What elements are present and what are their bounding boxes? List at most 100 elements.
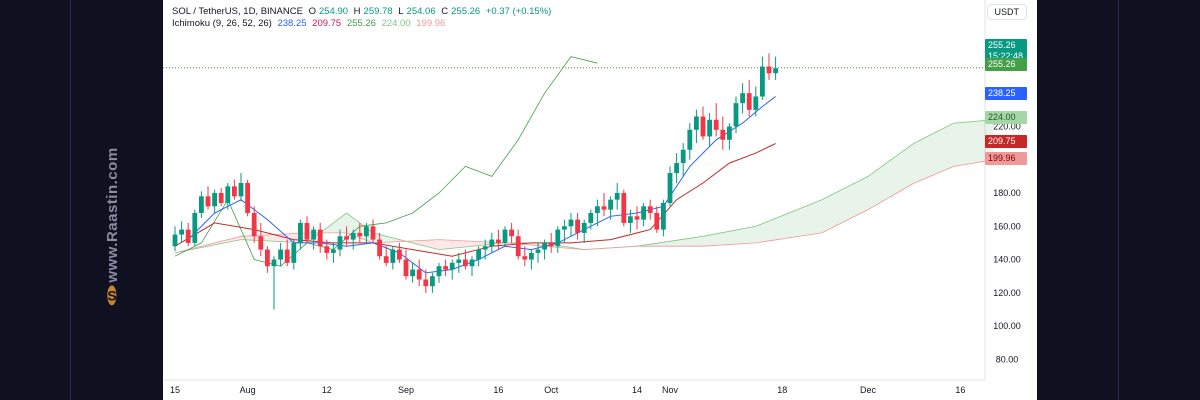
chikou-line <box>174 56 598 267</box>
kumo-cloud-segment <box>696 236 703 247</box>
x-tick-label: Sep <box>398 385 414 395</box>
candle-body-down <box>766 66 772 74</box>
y-tick-label: 120.00 <box>993 288 1021 298</box>
close-value: 255.26 <box>451 6 481 17</box>
kumo-cloud-segment <box>782 212 789 239</box>
kumo-cloud-segment <box>287 233 294 243</box>
kumo-cloud-segment <box>749 226 756 244</box>
kumo-cloud-segment <box>815 199 822 234</box>
candle-body-down <box>463 259 468 267</box>
candle-body-up <box>760 66 765 97</box>
kumo-cloud-segment <box>663 241 670 247</box>
candle-body-up <box>238 183 244 197</box>
candle-body-up <box>727 126 732 140</box>
x-tick-label: Nov <box>662 385 679 395</box>
candle-body-up <box>337 236 343 250</box>
kumo-cloud-segment <box>326 222 334 233</box>
candle-body-down <box>218 193 224 203</box>
open-value: 254.90 <box>318 6 349 17</box>
kumo-cloud-segment <box>894 152 901 195</box>
candle-body-up <box>489 239 495 247</box>
last-price-value: 255.26 <box>988 40 1016 50</box>
x-tick-label: 18 <box>777 385 787 395</box>
chart-panel[interactable]: 80.00 100.00 120.00 140.00 160.00 180.00 220.0… <box>163 0 1037 400</box>
span-a-price-tag: 224.00 <box>985 111 1027 124</box>
candle-body-up <box>278 249 283 260</box>
candle-body-down <box>205 196 211 207</box>
kumo-cloud-segment <box>472 241 479 247</box>
tenkan-value: 238.25 <box>277 18 307 29</box>
indicator-legend: Ichimoku (9, 26, 52, 26) 238.25 209.75 2… <box>172 18 448 29</box>
span-a-value: 224.00 <box>381 18 411 29</box>
candle-body-up <box>456 259 462 263</box>
symbol-label[interactable]: SOL / TetherUS, 1D, BINANCE <box>172 6 303 17</box>
candlestick-chart[interactable]: 80.00 100.00 120.00 140.00 160.00 180.00 220.0… <box>163 0 1037 400</box>
candle-body-down <box>232 186 237 197</box>
candle-body-up <box>535 249 541 253</box>
candle-body-up <box>298 222 303 243</box>
candle-body-down <box>416 269 422 280</box>
candle-body-down <box>377 239 382 257</box>
candle-body-up <box>595 206 600 213</box>
chikou-price-tag: 255.26 <box>985 58 1027 71</box>
x-tick-label: Aug <box>240 385 256 395</box>
candle-body-up <box>562 226 567 230</box>
candle-body-up <box>311 229 316 240</box>
candle-body-up <box>641 206 646 220</box>
candle-body-down <box>258 236 264 250</box>
candle-body-down <box>720 129 726 140</box>
kumo-cloud-segment <box>736 228 743 245</box>
kumo-cloud-segment <box>960 122 967 166</box>
watermark-text: www.Raastin.com <box>103 147 121 283</box>
candle-body-down <box>700 116 706 137</box>
candle-body-down <box>496 239 501 243</box>
kumo-cloud-segment <box>709 233 717 246</box>
span-b-price-tag: 199.96 <box>985 152 1027 165</box>
indicator-label[interactable]: Ichimoku (9, 26, 52, 26) <box>172 18 272 29</box>
kumo-cloud-segment <box>927 133 934 178</box>
candle-body-down <box>746 93 752 110</box>
candle-body-up <box>740 93 745 104</box>
kumo-cloud-segment <box>340 212 347 233</box>
candle-body-up <box>225 186 231 203</box>
span-b-value: 199.96 <box>416 18 446 29</box>
candle-body-down <box>713 119 719 130</box>
kumo-cloud-segment <box>802 204 809 236</box>
candle-body-down <box>601 206 607 210</box>
candle-body-up <box>331 249 336 253</box>
candle-body-up <box>291 242 297 263</box>
candle-body-up <box>430 276 435 287</box>
candle-body-up <box>436 266 442 277</box>
kumo-cloud-segment <box>465 240 472 247</box>
candle-body-up <box>628 216 633 223</box>
candle-body-down <box>317 229 323 247</box>
ohlc-legend: SOL / TetherUS, 1D, BINANCE O 254.90 H 259… <box>172 6 554 17</box>
candle-body-down <box>251 212 257 237</box>
candle-body-up <box>410 269 415 277</box>
candle-body-down <box>634 216 640 220</box>
kumo-cloud-segment <box>742 227 750 244</box>
candle-body-up <box>390 249 396 263</box>
kumo-cloud-segment <box>841 186 849 223</box>
kumo-cloud-segment <box>821 196 829 233</box>
candle-body-up <box>667 173 673 203</box>
raastin-logo-icon: S <box>107 285 117 306</box>
kumo-cloud-segment <box>848 183 855 220</box>
candle-body-down <box>647 206 653 213</box>
candle-body-up <box>568 219 574 227</box>
kumo-cloud-segment <box>887 157 895 199</box>
kumo-cloud-segment <box>947 123 954 170</box>
candle-body-up <box>364 226 369 237</box>
candle-body-up <box>608 199 613 210</box>
kumo-cloud-segment <box>412 240 420 245</box>
kumo-cloud-segment <box>795 207 802 237</box>
candle-body-down <box>383 256 389 263</box>
high-label: H <box>353 6 361 17</box>
kumo-cloud-segment <box>458 240 466 248</box>
currency-selector[interactable]: USDT <box>986 4 1027 20</box>
candle-body-down <box>443 266 448 270</box>
kumo-cloud-segment <box>425 239 433 248</box>
candle-body-down <box>357 232 363 237</box>
kumo-cloud-segment <box>392 237 400 242</box>
candle-body-down <box>324 246 330 253</box>
